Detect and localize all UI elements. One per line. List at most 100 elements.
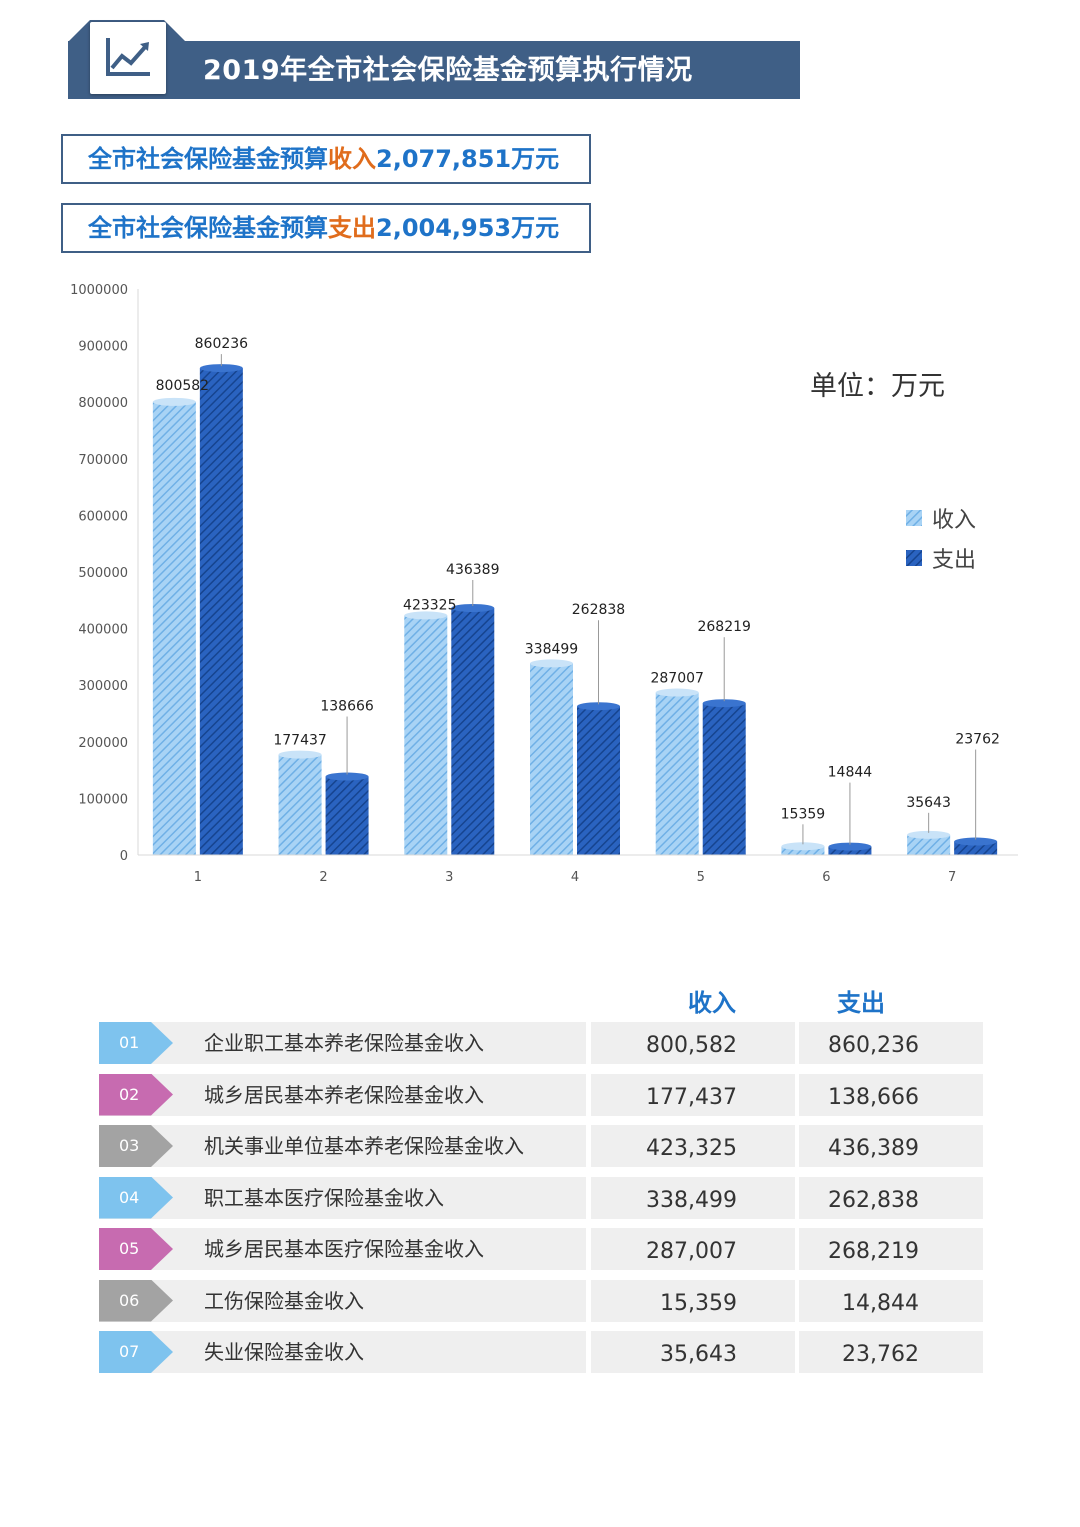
data-label-income-4: 338499: [525, 641, 578, 657]
y-tick-label-0: 0: [120, 849, 128, 864]
table-head-income: 收入: [688, 989, 736, 1017]
row-fund-name: 工伤保险基金收入: [204, 1288, 364, 1313]
row-income-value: 177,437: [591, 1073, 795, 1116]
expense-summary-value: 2,004,953万元: [376, 214, 560, 242]
bar-income-1: [152, 401, 196, 855]
row-fund-name: 城乡居民基本养老保险基金收入: [204, 1082, 484, 1107]
x-tick-label-2: 2: [319, 870, 327, 885]
bar-top-income-5: [655, 688, 699, 697]
bar-expense-3: [451, 608, 495, 855]
row-expense-value: 23,762: [799, 1331, 983, 1373]
row-expense-value: 14,844: [799, 1279, 983, 1322]
legend-swatch-income: [906, 510, 922, 526]
line-chart-icon: [106, 38, 150, 76]
expense-summary-keyword: 支出: [328, 214, 376, 242]
x-tick-label-4: 4: [571, 870, 579, 885]
row-income-value: 800,582: [591, 1022, 795, 1064]
bar-top-income-1: [152, 397, 196, 406]
bar-income-6: [781, 846, 825, 855]
y-tick-label-9: 900000: [78, 340, 128, 355]
x-tick-label-3: 3: [445, 870, 453, 885]
income-summary-value: 2,077,851万元: [376, 145, 560, 173]
data-label-expense-5: 268219: [697, 619, 750, 635]
row-expense-value: 436,389: [799, 1125, 983, 1167]
y-tick-label-8: 800000: [78, 396, 128, 411]
data-label-expense-1: 860236: [195, 336, 249, 352]
bar-income-5: [655, 692, 699, 855]
row-name-cell: [99, 1331, 586, 1373]
bar-top-income-6: [781, 842, 825, 851]
data-label-expense-2: 138666: [320, 699, 374, 715]
data-label-income-6: 15359: [781, 806, 826, 822]
row-income-value: 287,007: [591, 1228, 795, 1270]
row-income-value: 35,643: [591, 1331, 795, 1373]
bar-top-income-2: [278, 750, 322, 759]
table-row: 03 机关事业单位基本养老保险基金收入 423,325 436,389: [99, 1125, 983, 1167]
row-expense-value: 262,838: [799, 1176, 983, 1219]
data-label-expense-4: 262838: [572, 602, 625, 618]
expense-summary-prefix: 全市社会保险基金预算: [88, 214, 328, 242]
data-label-expense-7: 23762: [955, 732, 1000, 748]
row-income-value: 338,499: [591, 1176, 795, 1219]
y-axis: 0 100000 200000 300000 400000 500000 600000 700…: [70, 283, 139, 864]
bar-expense-6: [828, 846, 872, 855]
header-banner: [68, 41, 800, 99]
bar-top-expense-4: [577, 702, 620, 711]
y-tick-label-7: 700000: [78, 453, 128, 468]
bars-group: [152, 364, 998, 855]
bar-expense-1: [199, 368, 243, 855]
row-fund-name: 企业职工基本养老保险基金收入: [204, 1031, 484, 1055]
y-tick-label-6: 600000: [78, 509, 128, 524]
x-axis: 1 2 3 4 5 6 7: [138, 854, 1018, 885]
bar-income-7: [907, 834, 951, 855]
bar-income-3: [404, 615, 448, 855]
income-summary: 全市社会保险基金预算收入2,077,851万元: [61, 134, 591, 184]
y-tick-label-2: 200000: [78, 736, 128, 751]
bar-top-income-7: [907, 830, 951, 839]
row-expense-value: 268,219: [799, 1228, 983, 1270]
income-summary-keyword: 收入: [328, 145, 376, 173]
bar-income-2: [278, 754, 322, 855]
bar-chart: 0 100000 200000 300000 400000 500000 600000 700…: [70, 283, 1018, 885]
row-name-cell: [99, 1279, 586, 1322]
table-row: 04 职工基本医疗保险基金收入 338,499 262,838: [99, 1176, 983, 1219]
data-labels-group: 800582 860236 177437 138666 423325 436389 3384…: [156, 336, 1000, 845]
data-label-income-1: 800582: [156, 378, 209, 394]
bar-top-expense-2: [325, 772, 369, 781]
y-tick-label-3: 300000: [78, 679, 128, 694]
bar-top-expense-1: [199, 364, 243, 373]
table-row: 07 失业保险基金收入 35,643 23,762: [99, 1331, 983, 1373]
data-label-expense-3: 436389: [446, 562, 499, 578]
expense-summary: 全市社会保险基金预算支出2,004,953万元: [61, 203, 591, 253]
row-income-value: 15,359: [591, 1279, 795, 1322]
table-head-expense: 支出: [837, 989, 885, 1017]
bar-expense-2: [325, 776, 369, 855]
row-name-cell: [99, 1125, 586, 1167]
row-name-cell: [99, 1073, 586, 1116]
row-income-value: 423,325: [591, 1125, 795, 1167]
x-tick-label-7: 7: [948, 870, 956, 885]
row-expense-value: 860,236: [799, 1022, 983, 1064]
x-tick-label-6: 6: [822, 870, 830, 885]
row-fund-name: 机关事业单位基本养老保险基金收入: [204, 1134, 524, 1158]
y-tick-label-1: 100000: [78, 792, 128, 807]
y-tick-label-4: 400000: [78, 623, 128, 638]
data-label-income-2: 177437: [273, 733, 326, 749]
row-name-cell: [99, 1022, 586, 1064]
row-name-cell: [99, 1228, 586, 1270]
data-label-expense-6: 14844: [828, 765, 873, 781]
bar-top-income-4: [530, 659, 573, 668]
table-row: 02 城乡居民基本养老保险基金收入 177,437 138,666: [99, 1073, 983, 1116]
bar-top-income-3: [404, 611, 448, 620]
bar-top-expense-5: [702, 699, 746, 708]
bar-top-expense-3: [451, 604, 495, 613]
legend-swatch-expense: [906, 550, 922, 566]
legend-label-income: 收入: [932, 508, 976, 533]
row-name-cell: [99, 1176, 586, 1219]
bar-income-4: [530, 663, 573, 855]
data-label-income-3: 423325: [403, 597, 456, 613]
unit-label: 单位：万元: [810, 371, 945, 402]
row-fund-name: 失业保险基金收入: [204, 1340, 364, 1364]
x-tick-label-1: 1: [194, 870, 202, 885]
